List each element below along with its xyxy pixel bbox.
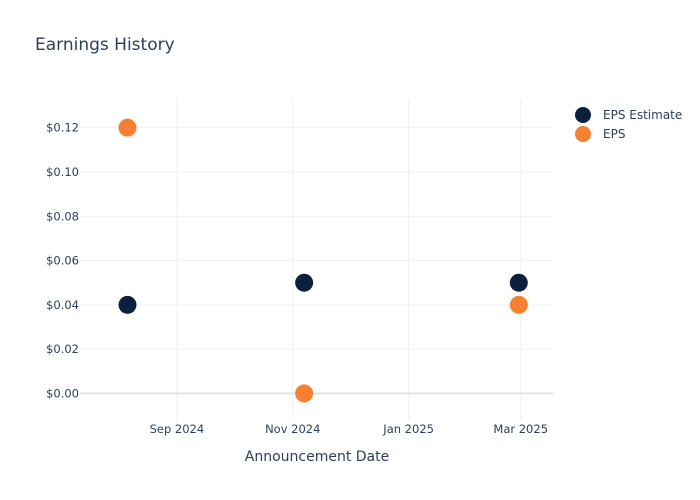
y-tick-label: $0.04	[46, 298, 79, 312]
legend-item[interactable]: EPS	[575, 126, 625, 142]
y-tick-label: $0.00	[46, 386, 79, 400]
data-point-eps-estimate[interactable]	[295, 273, 314, 292]
grid-layer	[80, 100, 553, 420]
legend: EPS Estimate EPS	[575, 107, 682, 142]
legend-item[interactable]: EPS Estimate	[575, 107, 682, 123]
data-point-eps[interactable]	[295, 384, 314, 403]
legend-label: EPS Estimate	[603, 108, 682, 122]
y-tick-label: $0.08	[46, 209, 79, 223]
y-tick-label: $0.02	[46, 342, 79, 356]
y-tick-label: $0.10	[46, 165, 79, 179]
y-tick-label: $0.06	[46, 254, 79, 268]
data-points	[118, 118, 528, 403]
y-tick-label: $0.12	[46, 121, 79, 135]
legend-marker	[575, 107, 591, 123]
chart-title: Earnings History	[35, 35, 175, 55]
y-axis-tick-labels: $0.00 $0.02 $0.04 $0.06 $0.08 $0.10 $0.12	[46, 121, 79, 401]
legend-label: EPS	[603, 127, 625, 141]
data-point-eps-estimate[interactable]	[118, 295, 137, 314]
x-axis-title: Announcement Date	[245, 449, 389, 465]
data-point-eps-estimate[interactable]	[509, 273, 528, 292]
legend-marker	[575, 126, 591, 142]
x-axis-tick-labels: Sep 2024 Nov 2024 Jan 2025 Mar 2025	[150, 422, 548, 436]
data-point-eps[interactable]	[509, 295, 528, 314]
data-point-eps[interactable]	[118, 118, 137, 137]
x-tick-label: Jan 2025	[382, 422, 434, 436]
x-tick-label: Mar 2025	[493, 422, 548, 436]
x-tick-label: Sep 2024	[150, 422, 205, 436]
x-tick-label: Nov 2024	[265, 422, 320, 436]
